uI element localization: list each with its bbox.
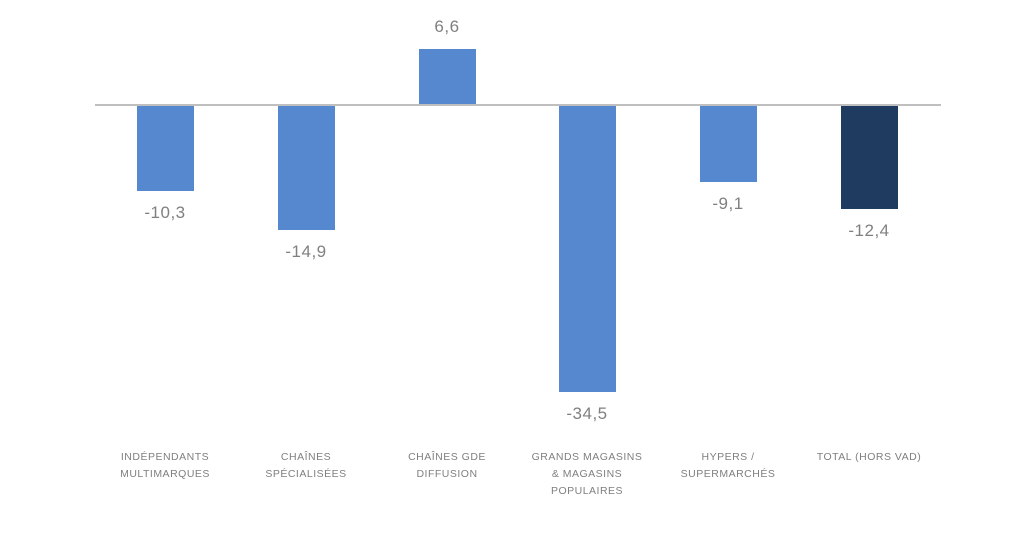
category-label-total-hors-vad: TOTAL (Hors VAD) — [784, 449, 954, 466]
value-label-grands-magasins-magasins-populaires: -34,5 — [566, 404, 608, 424]
category-label-line: HYPERS / — [701, 451, 755, 463]
category-label-line: MULTIMARQUES — [120, 468, 210, 480]
value-label-chaines-specialisees: -14,9 — [285, 241, 327, 261]
x-axis-baseline — [95, 104, 941, 106]
category-label-line: POPULAIRES — [550, 485, 624, 497]
category-label-chaines-specialisees: CHAÎNES SPÉCIALISÉES — [221, 449, 391, 483]
category-label-hypers-supermarches: HYPERS / SUPERMARCHÉS — [643, 449, 813, 483]
category-label-line: & MAGASINS — [551, 468, 623, 480]
category-label-line: CHAÎNES GDE — [408, 451, 486, 463]
bar-chaines-gde-diffusion — [418, 49, 476, 104]
category-label-line: GRANDS MAGASINS — [531, 451, 643, 463]
bar-total-hors-vad — [840, 106, 898, 209]
bar-chaines-specialisees — [277, 106, 335, 230]
category-label-independants-multimarques: INDÉPENDANTS MULTIMARQUES — [80, 449, 250, 483]
bar-grands-magasins-magasins-populaires — [558, 106, 616, 393]
bar-independants-multimarques — [136, 106, 194, 192]
category-label-chaines-gde-diffusion: CHAÎNES GDE DIFFUSION — [362, 449, 532, 483]
value-label-chaines-gde-diffusion: 6,6 — [434, 17, 460, 37]
category-label-line: SUPERMARCHÉS — [680, 468, 776, 480]
value-label-total-hors-vad: -12,4 — [848, 220, 890, 240]
category-label-line: TOTAL (Hors VAD) — [816, 451, 922, 463]
category-label-line: DIFFUSION — [416, 468, 478, 480]
value-label-independants-multimarques: -10,3 — [144, 203, 186, 223]
category-label-grands-magasins-magasins-populaires: GRANDS MAGASINS & MAGASINS POPULAIRES — [502, 449, 672, 500]
bar-hypers-supermarches — [699, 106, 757, 182]
category-label-line: INDÉPENDANTS — [120, 451, 210, 463]
category-label-line: CHAÎNES — [280, 451, 332, 463]
category-label-line: SPÉCIALISÉES — [265, 468, 347, 480]
value-label-hypers-supermarches: -9,1 — [712, 193, 744, 213]
